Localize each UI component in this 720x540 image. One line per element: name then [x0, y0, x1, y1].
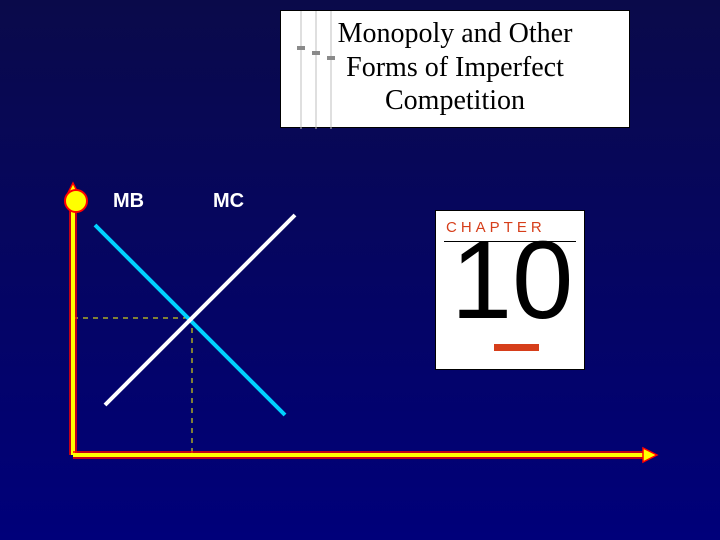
chapter-number: 10 [451, 226, 573, 336]
title-box: Monopoly and Other Forms of Imperfect Co… [280, 10, 630, 128]
chapter-underline [494, 344, 539, 351]
slide-stage: Monopoly and Other Forms of Imperfect Co… [0, 0, 720, 540]
title-accent-lines [281, 11, 351, 129]
mb-label: MB [113, 190, 144, 213]
mc-label: MC [213, 190, 244, 213]
chapter-box: CHAPTER 10 [435, 210, 585, 370]
